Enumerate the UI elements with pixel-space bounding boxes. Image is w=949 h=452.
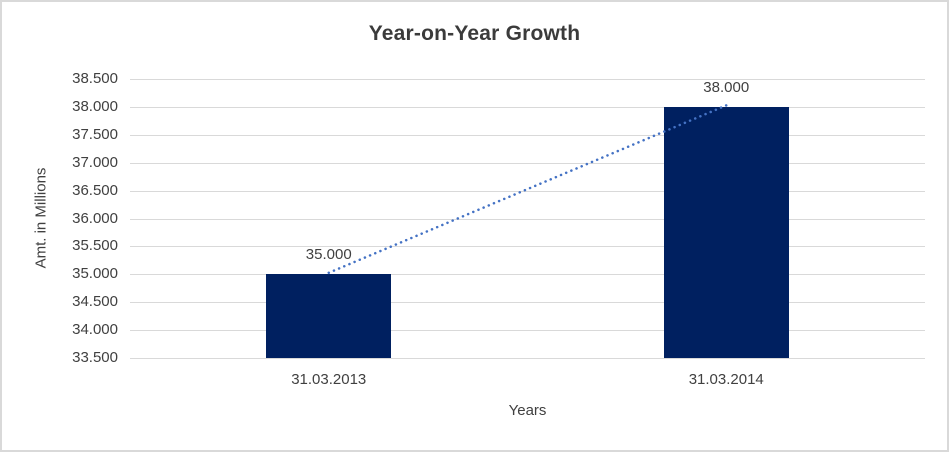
y-axis-tick-label: 35.500	[72, 237, 118, 255]
gridline	[130, 106, 925, 108]
data-label: 38.000	[703, 78, 750, 96]
y-axis-tick-label: 36.000	[72, 209, 118, 227]
y-axis-tick-label: 37.500	[72, 125, 118, 143]
gridline	[130, 274, 925, 276]
bar	[663, 106, 789, 358]
gridline	[130, 190, 925, 192]
gridline	[130, 218, 925, 220]
data-label: 35.000	[305, 246, 352, 264]
y-axis-tick-label: 38.500	[72, 70, 118, 87]
gridline	[130, 246, 925, 248]
gridline	[130, 79, 925, 80]
y-axis-tick-label: 33.500	[72, 349, 118, 366]
gridline	[130, 162, 925, 164]
y-axis-tick-label: 34.000	[72, 321, 118, 339]
x-axis-tick-label: 31.03.2014	[688, 371, 764, 388]
y-axis-tick-label: 37.000	[72, 153, 118, 171]
x-axis-tick-label: 31.03.2013	[291, 371, 367, 388]
chart-title: Year-on-Year Growth	[368, 22, 581, 45]
x-axis-title: Years	[508, 402, 547, 419]
bar	[266, 274, 392, 358]
gridline	[130, 302, 925, 304]
gridline	[130, 358, 925, 359]
y-axis-tick-label: 35.000	[72, 265, 118, 283]
y-axis-tick-label: 36.500	[72, 181, 118, 199]
y-axis-tick-label: 38.000	[72, 97, 118, 115]
gridline	[130, 134, 925, 136]
y-axis-tick-label: 34.500	[72, 293, 118, 311]
gridline	[130, 330, 925, 332]
